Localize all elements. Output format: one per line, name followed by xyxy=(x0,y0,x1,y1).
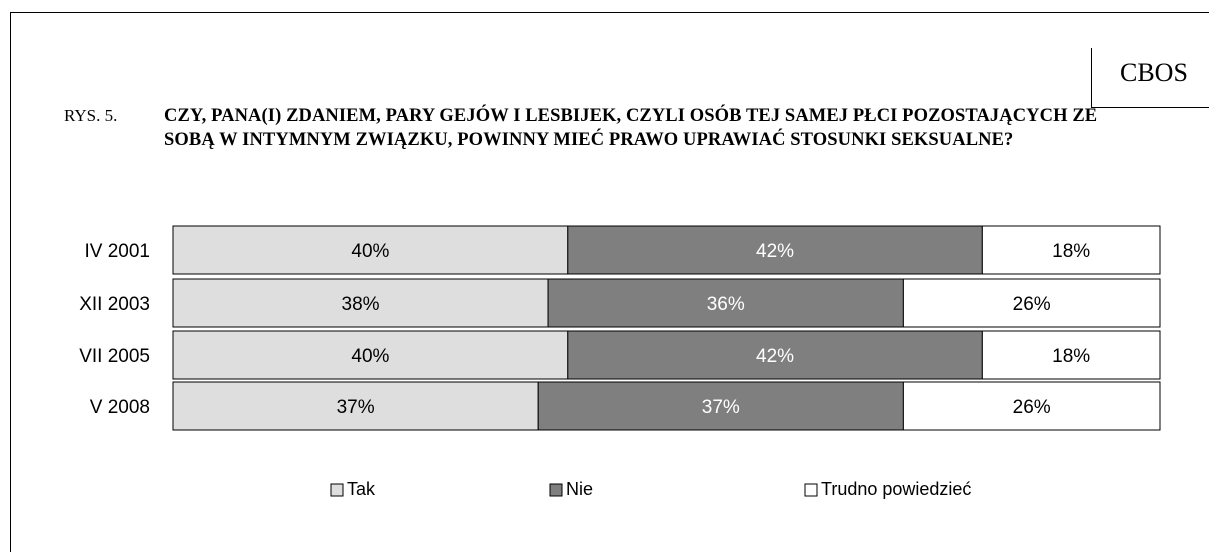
bar-segment xyxy=(902,278,1161,328)
legend-label: Trudno powiedzieć xyxy=(821,479,971,499)
category-label: VII 2005 xyxy=(79,346,150,367)
bar-segment xyxy=(902,381,1161,431)
source-box xyxy=(1091,48,1209,108)
frame-border xyxy=(10,12,1209,552)
stacked-bar-chart: IV 2001 40% 42% 18% XII 2003 38% 36% 26% VII 200… xyxy=(79,225,1161,499)
bar-segment xyxy=(172,225,569,275)
bar-segment xyxy=(172,381,539,431)
legend-label: Nie xyxy=(566,479,593,499)
figure-label: RYS. 5. xyxy=(64,106,118,125)
bar-segment xyxy=(567,330,983,380)
bar-value-label: 42% xyxy=(756,346,794,367)
bar-value-label: 18% xyxy=(1052,241,1090,262)
category-label: XII 2003 xyxy=(79,294,150,315)
chart-frame: CBOS RYS. 5. CZY, PANA(I) ZDANIEM, PARY … xyxy=(10,12,1209,552)
bar-value-label: 26% xyxy=(1013,294,1051,315)
bar-segment xyxy=(981,330,1161,380)
category-label: IV 2001 xyxy=(85,241,151,262)
question-title: CZY, PANA(I) ZDANIEM, PARY GEJÓW I LESBI… xyxy=(164,106,1098,150)
source-label: CBOS xyxy=(1120,58,1188,87)
bar-value-label: 36% xyxy=(707,294,745,315)
bar-value-label: 37% xyxy=(337,397,375,418)
bar-segment xyxy=(172,278,549,328)
bar-segment xyxy=(547,278,904,328)
legend-swatch xyxy=(330,483,344,497)
bar-value-label: 40% xyxy=(351,346,389,367)
legend: Tak Nie Trudno powiedzieć xyxy=(330,479,971,499)
category-label: V 2008 xyxy=(90,397,150,418)
bar-value-label: 37% xyxy=(702,397,740,418)
bar-value-label: 40% xyxy=(351,241,389,262)
legend-swatch xyxy=(549,483,563,497)
bar-value-label: 26% xyxy=(1013,397,1051,418)
bar-value-label: 18% xyxy=(1052,346,1090,367)
legend-swatch xyxy=(804,483,818,497)
legend-label: Tak xyxy=(347,479,376,499)
bar-value-label: 42% xyxy=(756,241,794,262)
bar-segment xyxy=(981,225,1161,275)
bars-layer: IV 2001 40% 42% 18% XII 2003 38% 36% 26% VII 200… xyxy=(79,225,1161,431)
bar-value-label: 38% xyxy=(342,294,380,315)
bar-segment xyxy=(567,225,983,275)
